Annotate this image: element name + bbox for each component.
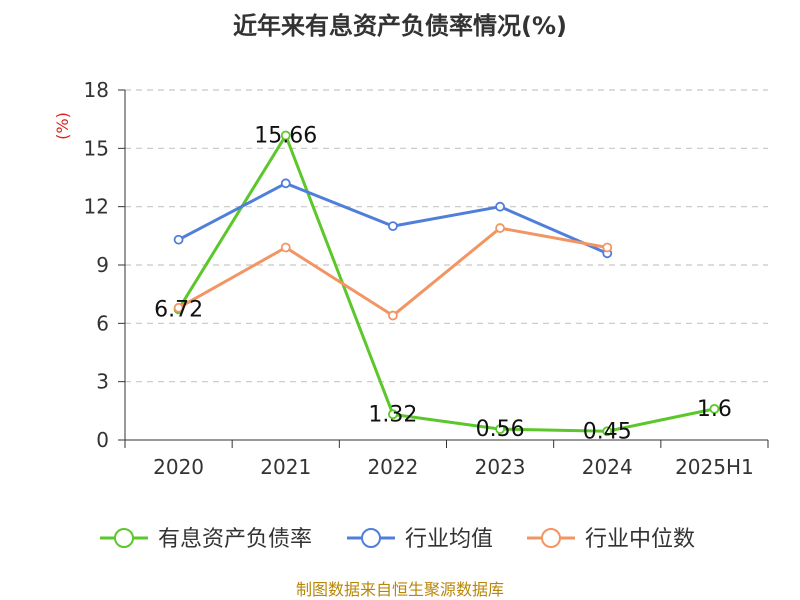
grid-lines: [125, 89, 768, 383]
series-1-point-2022: [388, 221, 398, 232]
y-tick-label-12: 12: [84, 195, 109, 219]
series-0-point-2023: [495, 424, 505, 435]
data-label-2024: 0.45: [583, 419, 632, 444]
legend-item-2[interactable]: 行业中位数: [527, 527, 695, 552]
series-1-point-2023: [495, 201, 505, 212]
series-0-point-2021: [280, 130, 291, 141]
series-2-point-2021: [280, 242, 291, 253]
series-2-point-2024: [602, 242, 613, 253]
x-tick-label-2021: 2021: [260, 455, 311, 479]
series-2-point-2020: [173, 302, 184, 313]
legend-marker-1: [361, 528, 381, 548]
legend-item-0[interactable]: 有息资产负债率: [100, 527, 312, 552]
legend-label-1: 行业均值: [405, 527, 493, 552]
legend-label-0: 有息资产负债率: [158, 527, 312, 552]
data-label-2023: 0.56: [476, 417, 525, 442]
legend-item-1[interactable]: 行业均值: [347, 527, 493, 552]
data-label-2020: 6.72: [154, 297, 203, 322]
y-tick-label-6: 6: [96, 311, 109, 335]
x-tick-label-2025H1: 2025H1: [675, 455, 754, 479]
series-2-point-2023: [495, 223, 505, 233]
series-0-point-2022: [388, 409, 398, 420]
x-tick-label-2022: 2022: [367, 455, 418, 479]
y-tick-label-15: 15: [84, 136, 109, 160]
series-0-point-2025H1: [709, 403, 720, 414]
series-1-point-2021: [280, 178, 291, 189]
data-label-2022: 1.32: [368, 402, 417, 427]
x-tick-label-2020: 2020: [153, 455, 204, 479]
y-tick-label-9: 9: [96, 253, 109, 277]
y-tick-label-3: 3: [96, 370, 109, 394]
series-2-point-2022: [388, 310, 398, 321]
y-tick-label-18: 18: [84, 78, 109, 102]
series-line-0: [177, 134, 715, 433]
series-line-2: [177, 226, 608, 318]
axes: 0 3 6 9 12 15 18 2020 2021 2022 2023 2024 2025H1: [84, 78, 769, 479]
series-line-1: [177, 181, 608, 255]
y-tick-label-0: 0: [96, 428, 109, 452]
series: [173, 130, 720, 437]
chart-title: 近年来有息资产负债率情况(%): [233, 12, 567, 40]
data-label-2025H1: 1.6: [697, 397, 732, 422]
legend[interactable]: 有息资产负债率 行业均值 行业中位数: [100, 527, 695, 552]
y-axis-unit: (%): [53, 112, 72, 140]
data-labels: 6.72 15.66 1.32 0.56 0.45 1.6: [154, 124, 732, 445]
x-tick-label-2024: 2024: [582, 455, 633, 479]
x-tick-label-2023: 2023: [475, 455, 526, 479]
legend-label-2: 行业中位数: [585, 527, 695, 552]
data-label-2021: 15.66: [254, 124, 317, 149]
series-0-point-2024: [602, 426, 613, 437]
legend-marker-0: [114, 528, 134, 548]
series-1-point-2020: [173, 234, 184, 245]
data-source: 制图数据来自恒生聚源数据库: [296, 580, 504, 599]
legend-marker-2: [541, 528, 561, 548]
